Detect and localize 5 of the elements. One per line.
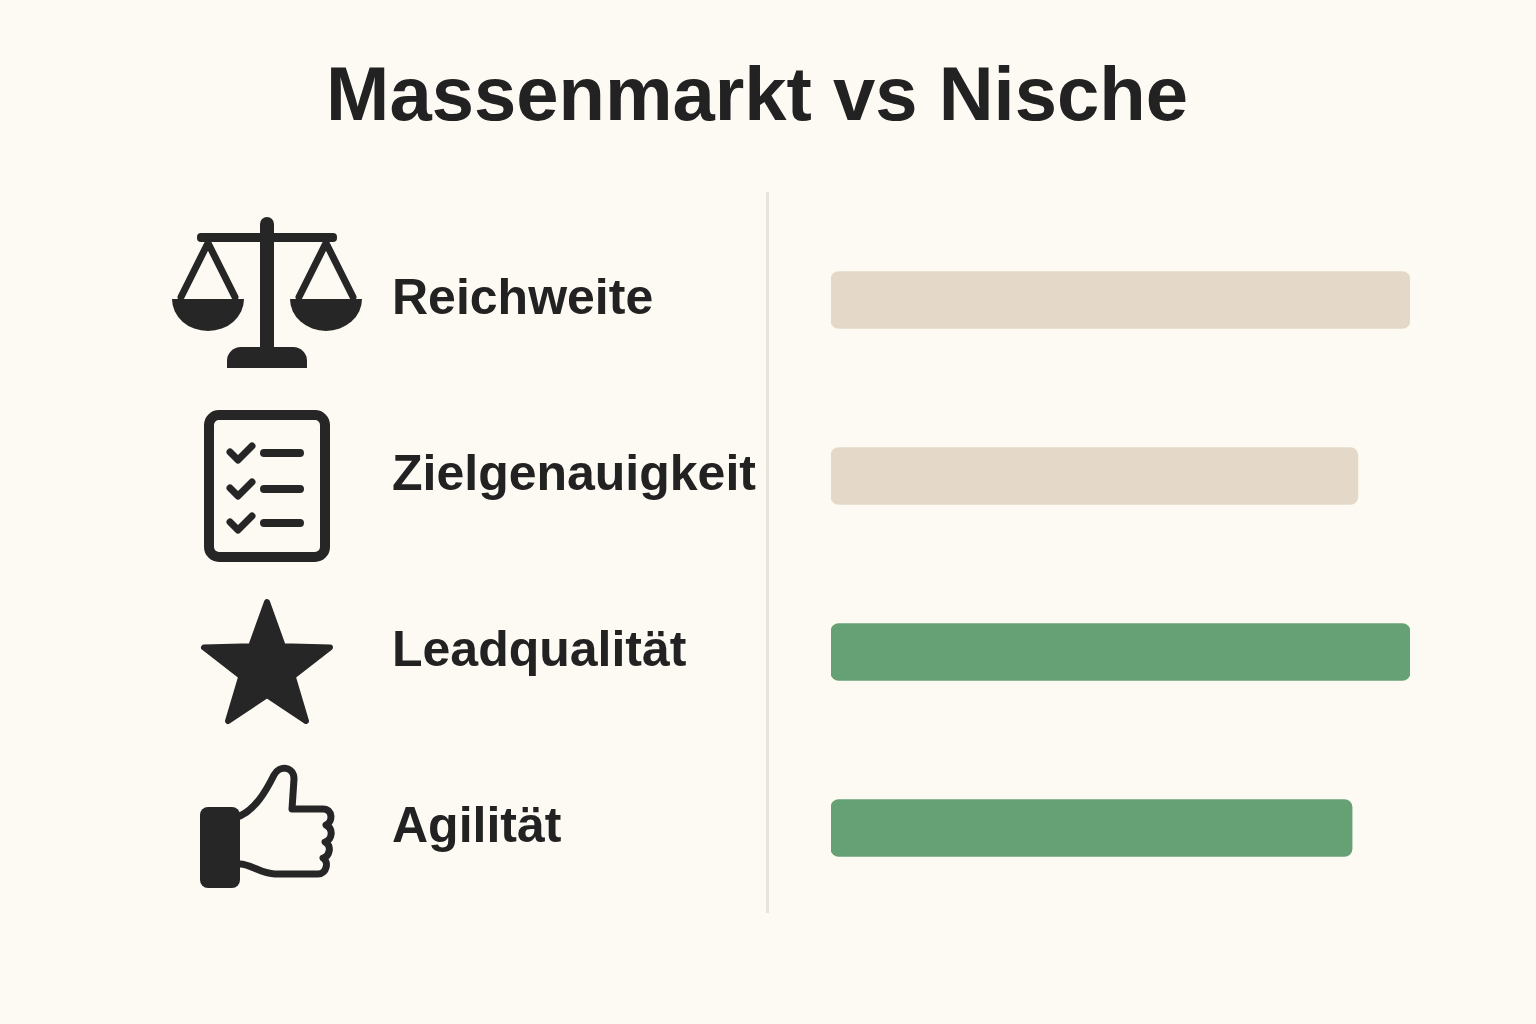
y-tick-label: Reichweite: [392, 268, 654, 325]
y-tick-label: Agilität: [392, 796, 562, 853]
y-tick-label: Leadqualität: [392, 620, 687, 677]
chart-title: Massenmarkt vs Nische: [326, 50, 1188, 136]
y-tick-label: Zielgenauigkeit: [392, 444, 757, 501]
